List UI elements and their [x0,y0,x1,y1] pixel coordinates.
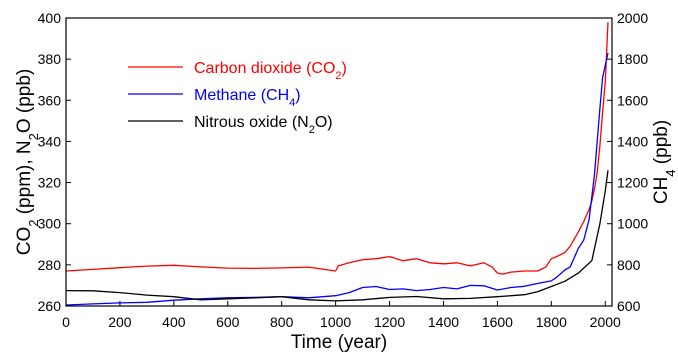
x-tick-label: 600 [216,314,240,330]
y-axis-right-label: CH4 (ppb) [651,120,678,204]
series-line-co2 [65,22,609,275]
legend-label-ch4: Methane (CH4) [194,87,301,109]
plot-frame [65,17,613,307]
series-line-ch4 [65,52,609,306]
x-axis: 0 200 400 600 800 1000 1200 1400 1600 1800 2000 [62,301,621,330]
x-tick-label: 200 [108,314,132,330]
y-axis-left: 260 280 300 320 340 360 380 400 [38,10,71,314]
y-axis-right: 600 800 1000 1200 1400 1600 1800 2000 [607,10,648,314]
y-right-tick-label: 800 [617,257,641,273]
y-left-tick-label: 260 [38,298,62,314]
legend: Carbon dioxide (CO2) Methane (CH4) Nitro… [128,60,347,136]
x-tick-label: 0 [62,314,70,330]
legend-label-n2o: Nitrous oxide (N2O) [194,114,333,136]
y-right-tick-label: 1600 [617,92,648,108]
y-right-tick-label: 1800 [617,51,648,67]
y-left-tick-label: 320 [38,175,62,191]
y-left-tick-label: 400 [38,10,62,26]
x-tick-label: 400 [162,314,186,330]
legend-label-co2: Carbon dioxide (CO2) [194,60,347,82]
series-line-n2o [65,170,609,302]
y-left-tick-label: 360 [38,92,62,108]
y-right-tick-label: 1200 [617,175,648,191]
y-axis-left-label: CO2 (ppm), N2O (ppb) [14,69,41,256]
y-right-tick-label: 2000 [617,10,648,26]
y-right-tick-label: 1400 [617,133,648,149]
x-tick-label: 1600 [482,314,513,330]
y-left-tick-label: 340 [38,133,62,149]
x-tick-label: 1000 [320,314,351,330]
x-tick-label: 1400 [428,314,459,330]
x-tick-label: 1800 [536,314,567,330]
plot-lines [65,22,609,306]
y-left-tick-label: 380 [38,51,62,67]
y-right-tick-label: 600 [617,298,641,314]
y-left-tick-label: 280 [38,257,62,273]
x-tick-label: 800 [270,314,294,330]
x-tick-label: 2000 [590,314,621,330]
y-right-tick-label: 1000 [617,216,648,232]
y-left-tick-label: 300 [38,216,62,232]
x-axis-label: Time (year) [291,332,387,353]
x-tick-label: 1200 [374,314,405,330]
